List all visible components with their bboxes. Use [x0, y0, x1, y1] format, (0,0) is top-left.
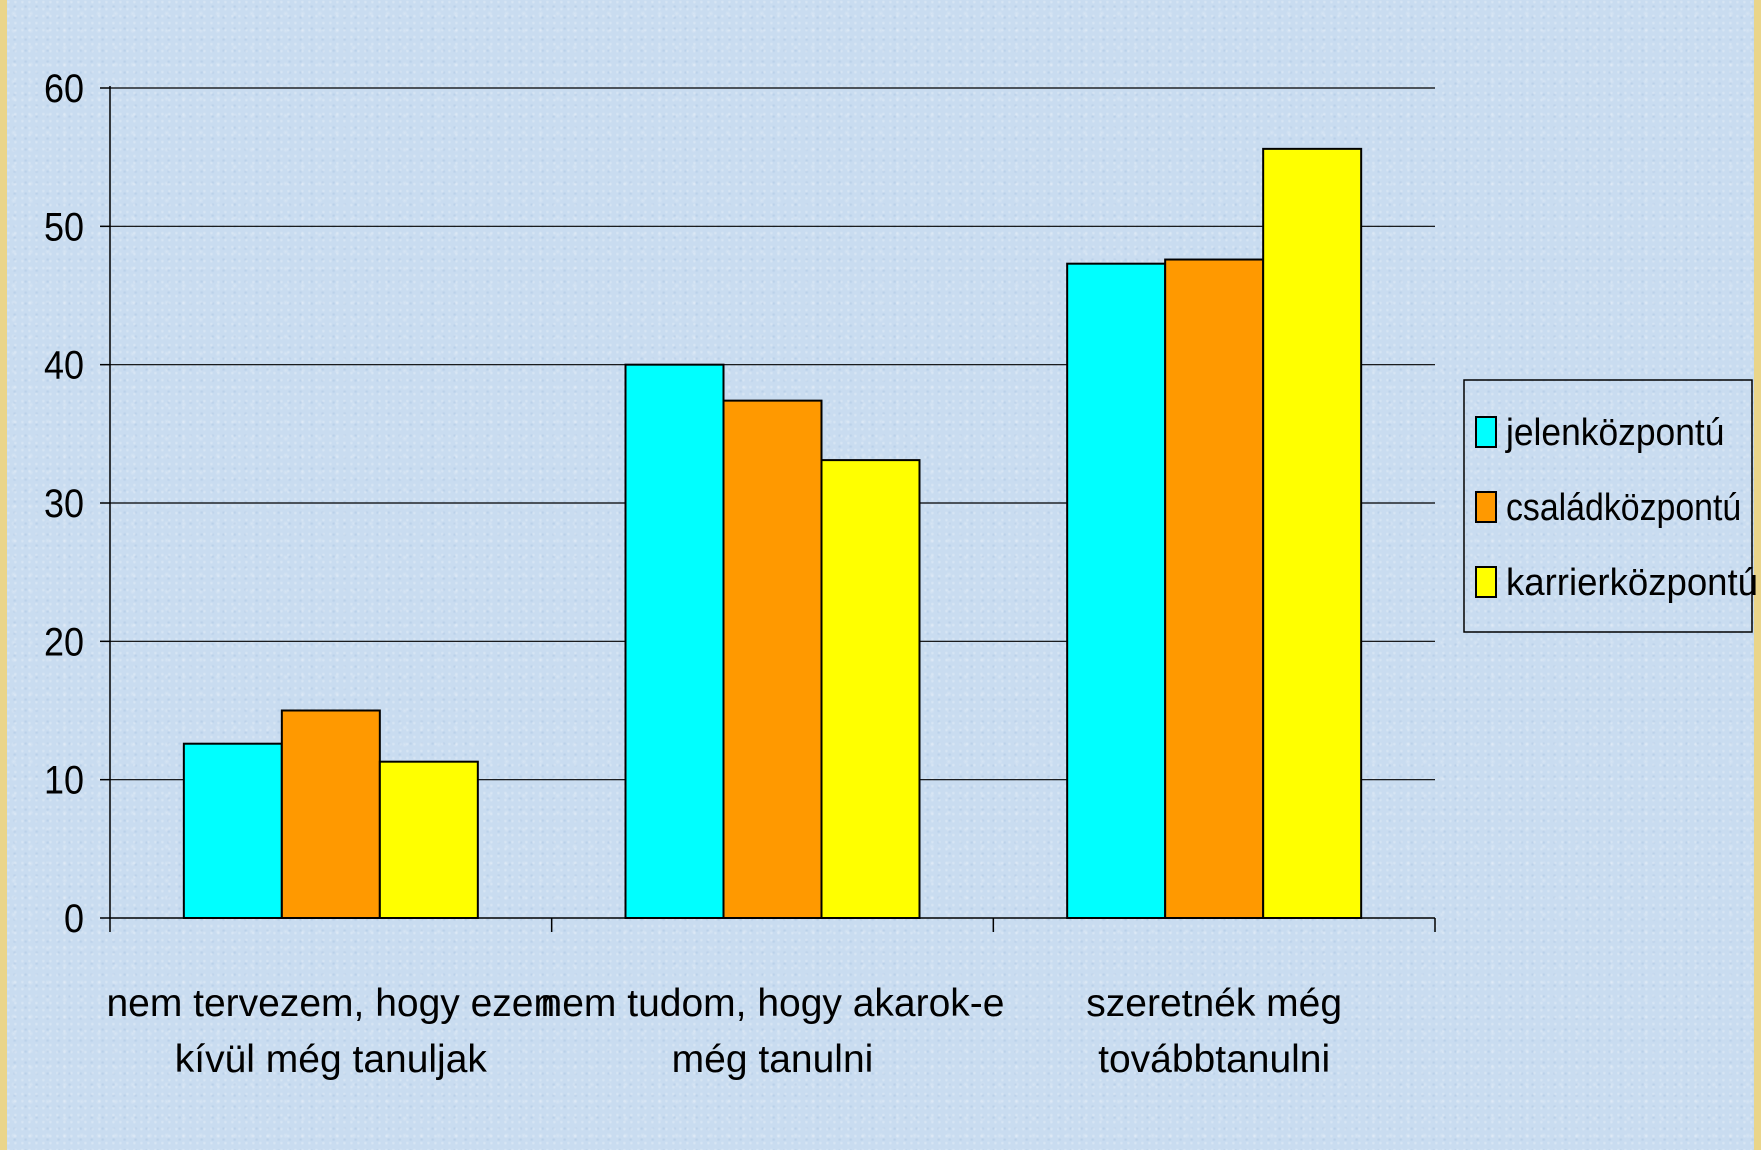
bar-jelenközpontú-1 — [624, 363, 725, 919]
x-category-label-0-0: nem tervezem, hogy ezen — [106, 982, 555, 1025]
x-category-label-1-0: nem tudom, hogy akarok-e — [541, 982, 1005, 1025]
bar-karrierközpontú-0 — [378, 760, 479, 920]
y-tick-label-30: 30 — [44, 482, 84, 526]
x-category-label-2-1: továbbtanulni — [1098, 1038, 1330, 1081]
bar-karrierközpontú-1 — [820, 459, 921, 919]
legend-swatch-jelenközpontú — [1475, 416, 1497, 448]
axes — [100, 86, 1436, 932]
y-tick-label-60: 60 — [44, 67, 84, 111]
bar-chart: 0 10 20 30 40 50 60 nem tervezem, hogy ezen kívü… — [44, 67, 1758, 1081]
y-tick-label-10: 10 — [44, 759, 84, 803]
y-tick-label-20: 20 — [44, 620, 84, 664]
legend-swatch-karrierközpontú — [1475, 566, 1497, 598]
legend-box — [1463, 379, 1753, 633]
y-tick-label-50: 50 — [44, 205, 84, 249]
bar-jelenközpontú-2 — [1066, 262, 1167, 919]
bar-karrierközpontú-2 — [1262, 147, 1363, 920]
legend-label-családközpontú: családközpontú — [1506, 487, 1741, 529]
y-tick-label-0: 0 — [64, 897, 84, 941]
legend-label-jelenközpontú: jelenközpontú — [1505, 412, 1724, 454]
x-category-label-2-0: szeretnék még — [1086, 982, 1342, 1025]
y-tick-label-40: 40 — [44, 344, 84, 388]
legend-swatch-családközpontú — [1475, 491, 1497, 523]
legend: jelenközpontú családközpontú karrierközpon… — [1463, 379, 1758, 633]
bar-családközpontú-0 — [280, 709, 381, 919]
x-category-label-1-1: még tanulni — [672, 1038, 874, 1081]
legend-label-karrierközpontú: karrierközpontú — [1506, 562, 1758, 604]
x-category-label-0-1: kívül még tanuljak — [175, 1038, 488, 1081]
bar-családközpontú-1 — [722, 399, 823, 919]
axis-labels: 0 10 20 30 40 50 60 nem tervezem, hogy ezen kívü… — [44, 67, 1342, 1081]
bars — [182, 147, 1363, 920]
bar-családközpontú-2 — [1164, 258, 1265, 919]
bar-jelenközpontú-0 — [182, 742, 283, 920]
